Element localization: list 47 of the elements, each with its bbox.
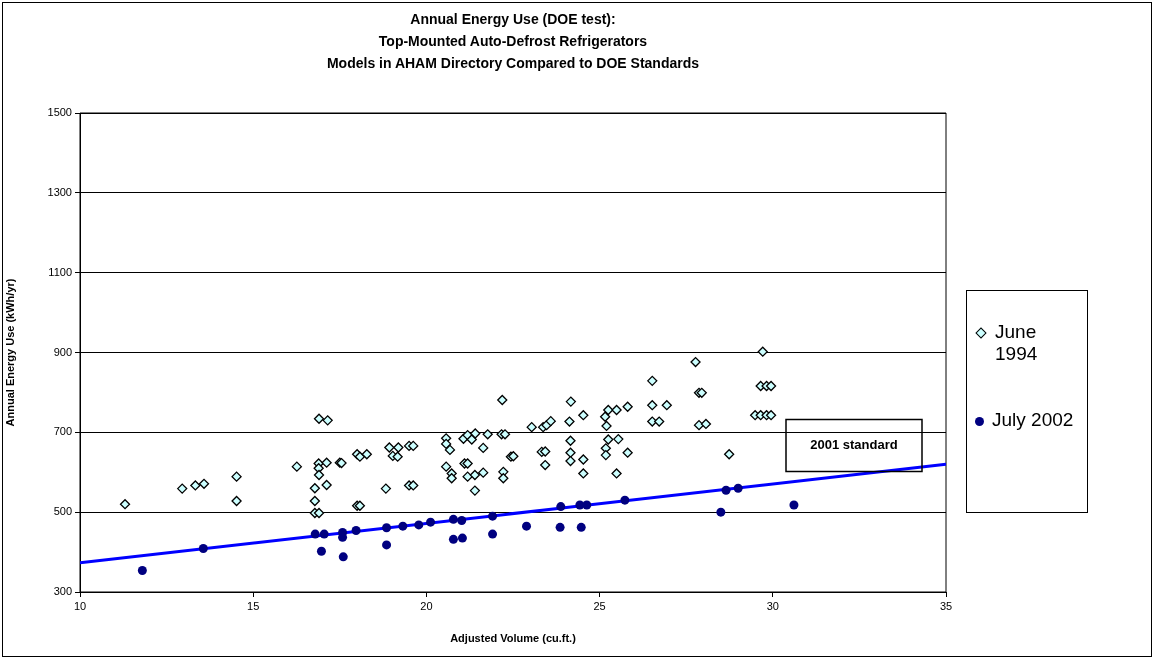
point (488, 529, 498, 539)
x-tick-label: 35 (939, 599, 953, 612)
point (522, 521, 532, 531)
point (716, 507, 726, 517)
point (448, 514, 458, 524)
point (382, 540, 392, 550)
point (319, 529, 329, 539)
legend-label: July 2002 (992, 409, 1074, 431)
point (310, 529, 320, 539)
point (721, 485, 731, 495)
y-tick-label: 1100 (48, 265, 72, 278)
point (316, 546, 326, 556)
x-tick-label: 10 (73, 599, 87, 612)
point (733, 483, 743, 493)
point (426, 517, 436, 527)
y-axis-title: Annual Energy Use (kWh/yr) (3, 278, 16, 427)
y-tick-label: 500 (53, 505, 72, 518)
x-tick-label: 20 (420, 599, 433, 612)
point (382, 523, 392, 533)
chart-title: Annual Energy Use (DOE test): Top-Mounted Auto-Defrost Refrigerators Models in AHAM Directory Compared to DOE Standards (325, 10, 701, 73)
y-tick-label: 1500 (47, 106, 72, 119)
point (789, 500, 799, 510)
x-tick-label: 15 (247, 599, 260, 612)
point (555, 522, 565, 532)
point (457, 516, 467, 526)
x-tick-label: 25 (593, 599, 606, 612)
point (414, 520, 424, 530)
point (351, 526, 361, 536)
point (198, 543, 208, 553)
y-tick-label: 300 (53, 585, 72, 598)
x-axis-title: Adjusted Volume (cu.ft.) (450, 632, 577, 645)
point (448, 534, 458, 544)
y-tick-label: 900 (53, 345, 72, 358)
point (556, 502, 566, 512)
point (457, 533, 467, 543)
y-tick-label: 1300 (47, 185, 72, 198)
point (582, 500, 592, 510)
y-tick-label: 700 (53, 425, 72, 438)
point (488, 511, 498, 521)
annotation: 2001 standard (810, 437, 898, 453)
point (620, 495, 630, 505)
point (398, 521, 408, 531)
point (137, 565, 147, 575)
legend-label: June 1994 (995, 321, 1039, 365)
x-tick-label: 30 (766, 599, 779, 612)
point (338, 552, 348, 562)
point (576, 522, 586, 532)
